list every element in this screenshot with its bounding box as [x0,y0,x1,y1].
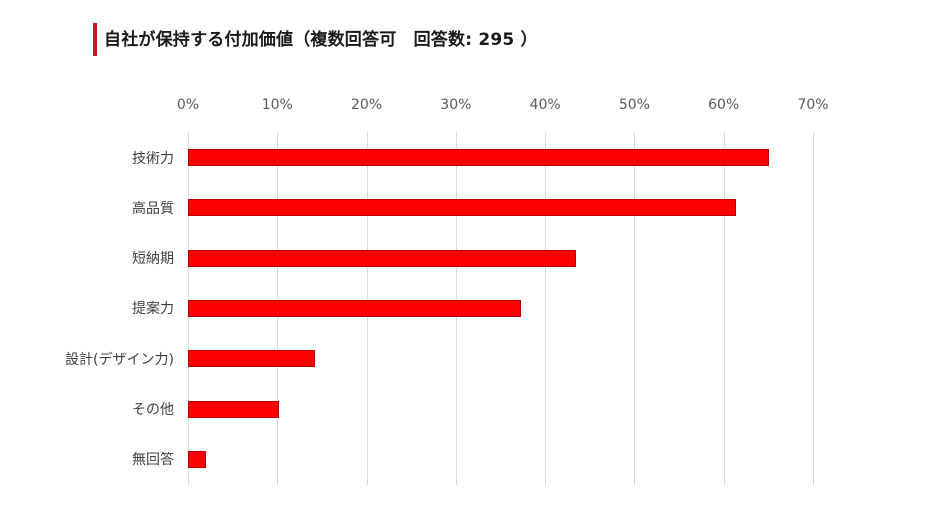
bar [188,149,770,166]
category-label: 高品質 [132,200,174,217]
gridline [634,132,636,485]
gridline [813,132,814,485]
bar [188,400,280,418]
bar [188,249,576,267]
category-label: 短納期 [132,251,174,268]
category-label: その他 [132,402,174,418]
x-tick-label: 20% [351,97,383,113]
x-tick-label: 40% [529,97,561,113]
category-label: 設計(デザイン力) [65,351,174,368]
x-tick-label: 70% [797,97,829,113]
bar [188,299,522,317]
category-label: 無回答 [132,452,174,469]
x-tick-label: 50% [618,97,650,113]
bar [188,450,206,468]
x-tick-label: 60% [708,97,740,113]
title-accent-bar [93,23,97,56]
x-tick-label: 30% [440,97,472,113]
x-tick-label: 10% [261,97,293,113]
gridline [723,132,725,485]
gridline [545,132,547,485]
x-tick-label: 0% [176,97,200,113]
bar [188,350,315,368]
chart-title: 自社が保持する付加価値（複数回答可 回答数: 295 ） [104,30,538,50]
category-label: 技術力 [132,150,174,167]
plot-area [188,132,814,485]
bar [188,199,737,217]
category-label: 提案力 [132,301,174,318]
